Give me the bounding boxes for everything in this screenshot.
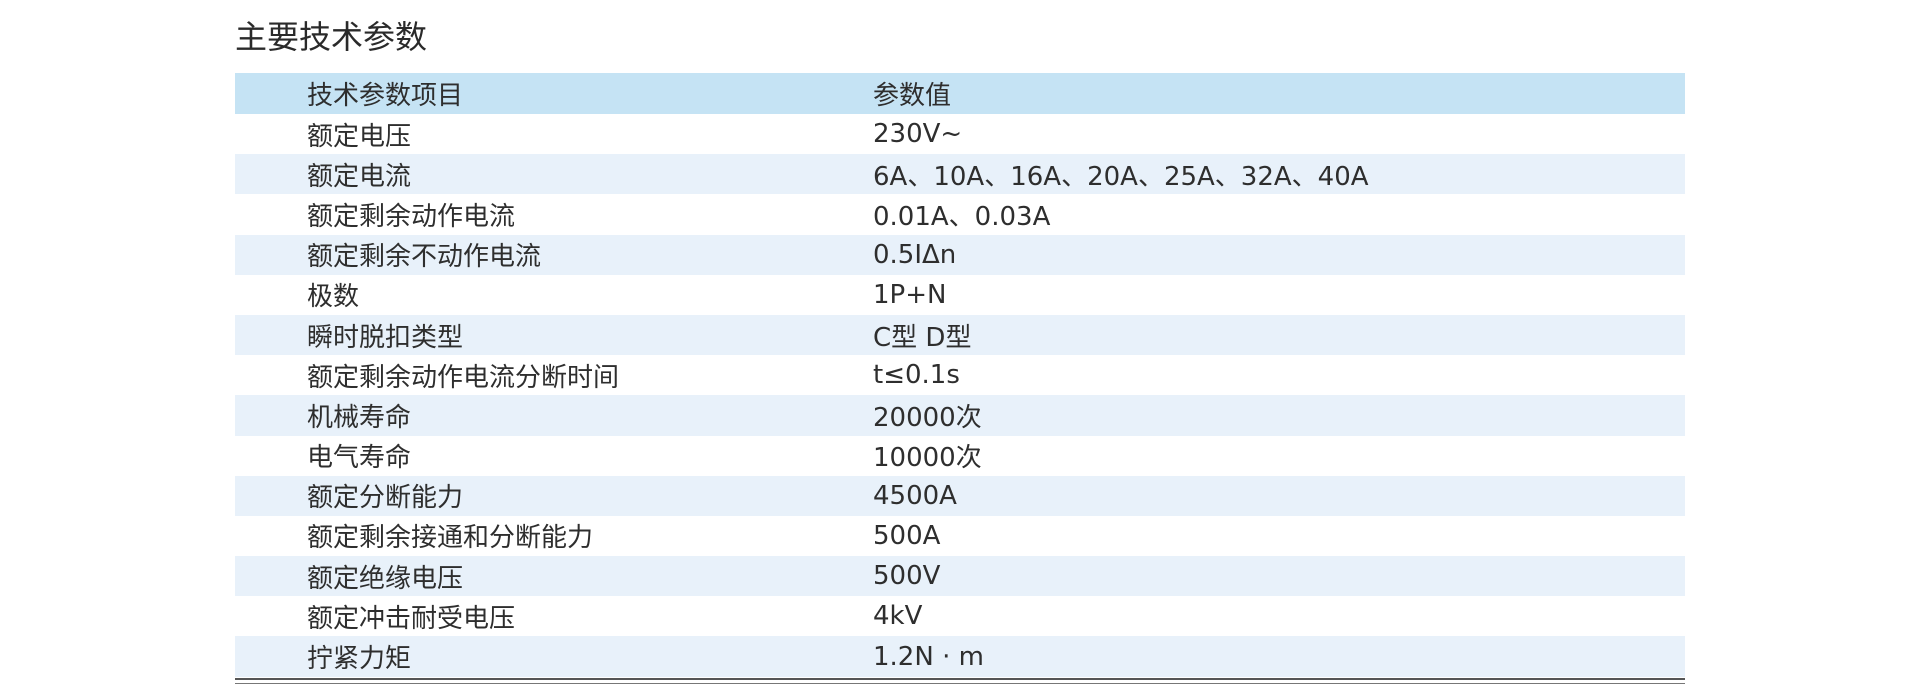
- table-row: 额定冲击耐受电压 4kV: [235, 596, 1685, 636]
- bottom-rule: [235, 677, 1685, 680]
- table-row: 机械寿命 20000次: [235, 395, 1685, 436]
- param-value: 230V~: [873, 119, 963, 150]
- table-row: 额定电流 6A、10A、16A、20A、25A、32A、40A: [235, 154, 1685, 195]
- param-value: 0.5IΔn: [873, 239, 957, 270]
- param-value: 6A、10A、16A、20A、25A、32A、40A: [873, 161, 1369, 192]
- param-value: 500V: [873, 561, 941, 592]
- param-name: 极数: [307, 282, 360, 313]
- param-name: 额定冲击耐受电压: [307, 603, 516, 634]
- param-value: 20000次: [873, 402, 982, 433]
- table-row: 额定绝缘电压 500V: [235, 556, 1685, 597]
- param-value: 500A: [873, 520, 941, 551]
- param-value: t≤0.1s: [873, 360, 960, 391]
- table-row: 额定分断能力 4500A: [235, 475, 1685, 516]
- parameters-table: 技术参数项目 参数值 额定电压 230V~ 额定电流 6A、10A、16A、20A、2…: [235, 73, 1685, 684]
- page-title: 主要技术参数: [235, 18, 428, 56]
- param-name: 额定剩余不动作电流: [307, 242, 542, 273]
- table-row: 电气寿命 10000次: [235, 436, 1685, 476]
- table-row: 拧紧力矩 1.2N · m: [235, 636, 1685, 677]
- bottom-rule: [235, 682, 1685, 684]
- header-item: 技术参数项目: [307, 81, 464, 111]
- table-row: 瞬时脱扣类型 C型 D型: [235, 314, 1685, 356]
- table-row: 额定剩余动作电流分断时间 t≤0.1s: [235, 355, 1685, 395]
- table-header: 技术参数项目 参数值: [235, 73, 1685, 114]
- header-value: 参数值: [873, 81, 952, 111]
- param-value: 1.2N · m: [873, 641, 984, 672]
- param-value: 0.01A、0.03A: [873, 201, 1051, 232]
- table-row: 额定剩余动作电流 0.01A、0.03A: [235, 194, 1685, 234]
- param-value: 4kV: [873, 601, 923, 632]
- param-name: 额定绝缘电压: [307, 563, 464, 594]
- table-row: 极数 1P+N: [235, 275, 1685, 315]
- param-name: 额定分断能力: [307, 483, 464, 514]
- param-name: 瞬时脱扣类型: [307, 322, 464, 353]
- param-value: 4500A: [873, 480, 957, 511]
- param-name: 电气寿命: [307, 443, 412, 474]
- table-row: 额定电压 230V~: [235, 114, 1685, 154]
- table-row: 额定剩余不动作电流 0.5IΔn: [235, 234, 1685, 275]
- table-row: 额定剩余接通和分断能力 500A: [235, 516, 1685, 556]
- param-name: 额定电压: [307, 121, 412, 152]
- param-name: 拧紧力矩: [307, 644, 412, 675]
- param-value: 10000次: [873, 443, 982, 474]
- param-value: 1P+N: [873, 279, 947, 310]
- param-name: 额定剩余动作电流: [307, 201, 516, 232]
- param-name: 额定电流: [307, 161, 412, 192]
- param-name: 额定剩余接通和分断能力: [307, 523, 594, 554]
- param-value: C型 D型: [873, 322, 972, 353]
- param-name: 机械寿命: [307, 402, 412, 433]
- param-name: 额定剩余动作电流分断时间: [307, 362, 620, 393]
